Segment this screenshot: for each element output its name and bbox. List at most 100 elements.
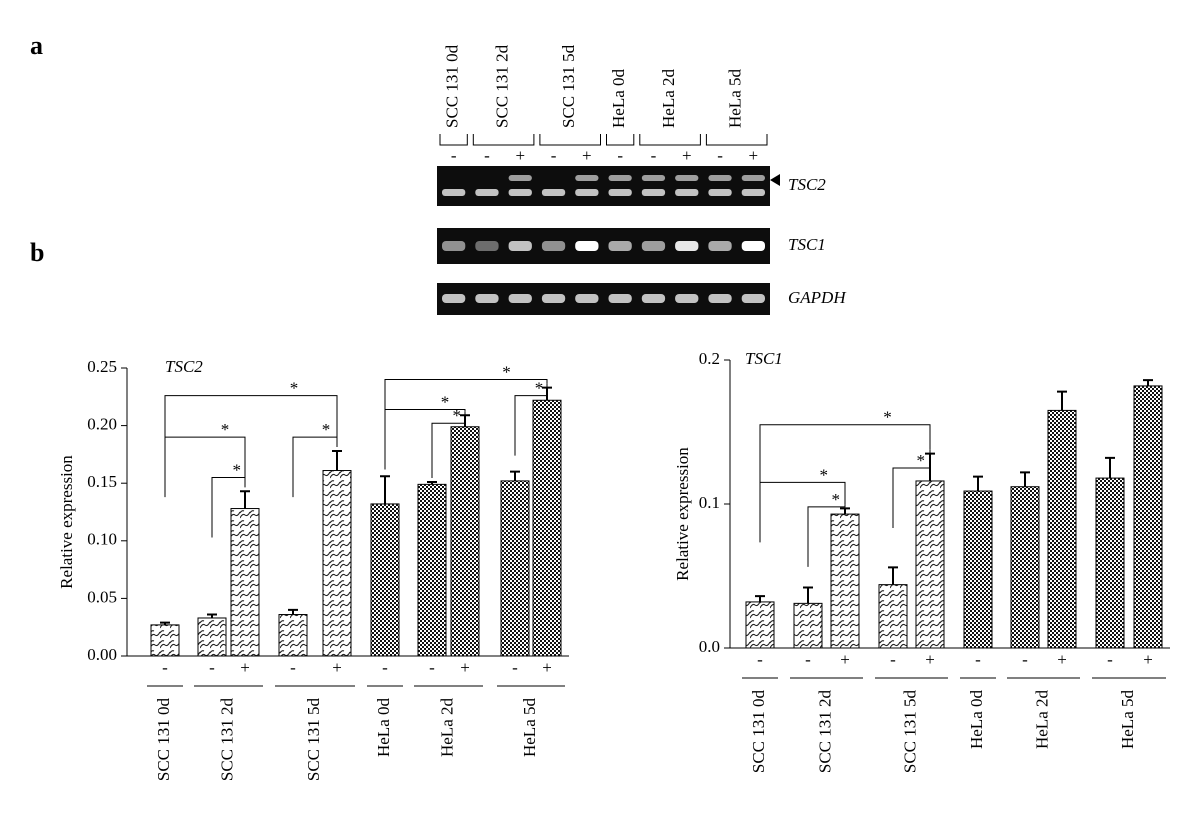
group-label: HeLa 5d: [1118, 690, 1137, 750]
error-bar: [240, 490, 250, 509]
bar-sign: -: [757, 650, 763, 669]
y-tick-label: 0.25: [87, 357, 117, 376]
bar: [322, 470, 352, 657]
error-bar: [973, 475, 983, 492]
band-arrow: [770, 174, 780, 186]
error-bar: [510, 470, 520, 481]
band: [508, 175, 532, 181]
significance-star: *: [535, 379, 544, 398]
bar-sign: -: [805, 650, 811, 669]
group-label: HeLa 0d: [967, 690, 986, 750]
y-tick-label: 0.00: [87, 645, 117, 664]
band: [675, 175, 699, 181]
significance-bracket: [431, 411, 466, 479]
band: [442, 189, 466, 196]
bar-sign: +: [460, 658, 470, 677]
lane-sign: +: [515, 146, 525, 165]
significance-star: *: [453, 406, 462, 425]
significance-bracket: [759, 424, 931, 485]
y-tick-label: 0.15: [87, 472, 117, 491]
y-axis-label: Relative expression: [673, 447, 692, 581]
group-label: SCC 131 0d: [749, 690, 768, 774]
error-bar: [288, 608, 298, 615]
lane-sign: -: [617, 146, 623, 165]
bar: [793, 602, 823, 649]
band: [508, 294, 532, 303]
y-axis-label: Relative expression: [57, 455, 76, 589]
bar-sign: -: [429, 658, 435, 677]
band: [442, 294, 466, 303]
lane-sign: +: [749, 146, 759, 165]
band: [675, 241, 699, 251]
error-bar: [207, 613, 217, 618]
band: [741, 175, 765, 181]
lane-group-label: SCC 131 5d: [559, 44, 578, 128]
group-label: SCC 131 2d: [815, 690, 834, 774]
lane-group-label: HeLa 2d: [659, 68, 678, 128]
group-label: HeLa 2d: [1032, 690, 1051, 750]
lane-group-label: SCC 131 0d: [443, 44, 462, 128]
significance-bracket: [211, 476, 246, 538]
lane-bracket: [539, 134, 601, 146]
bar-sign: -: [1022, 650, 1028, 669]
error-bar: [755, 595, 765, 602]
gene-label: TSC1: [788, 235, 826, 254]
gel-strip: [437, 166, 770, 206]
band: [741, 189, 765, 196]
band: [575, 189, 599, 196]
band: [475, 294, 499, 303]
lane-sign: +: [682, 146, 692, 165]
bar: [278, 614, 308, 657]
band: [641, 241, 666, 251]
band: [608, 189, 632, 196]
band: [541, 294, 566, 303]
lane-sign: -: [551, 146, 557, 165]
bar: [915, 480, 945, 649]
error-bar: [840, 507, 850, 515]
group-label: HeLa 0d: [374, 698, 393, 758]
significance-star: *: [502, 362, 511, 381]
band: [741, 294, 765, 303]
error-bar: [1020, 471, 1030, 487]
band: [675, 189, 699, 196]
error-bar: [427, 481, 437, 485]
bar: [878, 584, 908, 649]
bar-sign: +: [840, 650, 850, 669]
bar: [150, 624, 180, 657]
lane-bracket: [705, 134, 768, 146]
bar: [450, 426, 480, 657]
significance-star: *: [832, 490, 841, 509]
bar-sign: +: [1143, 650, 1153, 669]
lane-bracket: [639, 134, 701, 146]
lane-bracket: [606, 134, 635, 146]
y-tick-label: 0.10: [87, 530, 117, 549]
bar: [500, 480, 530, 657]
band: [575, 241, 599, 251]
lane-group-label: HeLa 5d: [726, 68, 745, 128]
group-label: HeLa 5d: [520, 698, 539, 758]
band: [741, 241, 765, 251]
lane-sign: -: [484, 146, 490, 165]
lane-bracket: [472, 134, 535, 146]
bar-sign: -: [290, 658, 296, 677]
group-label: SCC 131 0d: [154, 698, 173, 782]
bar: [963, 490, 993, 649]
bar-sign: -: [209, 658, 215, 677]
band: [708, 189, 732, 196]
chart-title: TSC1: [745, 349, 783, 368]
band: [575, 294, 599, 303]
band: [442, 241, 466, 251]
y-tick-label: 0.2: [699, 349, 720, 368]
band: [508, 241, 532, 251]
band: [641, 294, 666, 303]
band: [641, 189, 666, 196]
y-tick-label: 0.0: [699, 637, 720, 656]
band: [708, 294, 732, 303]
error-bar: [160, 621, 170, 625]
error-bar: [888, 566, 898, 585]
bar: [830, 513, 860, 649]
lane-sign: -: [717, 146, 723, 165]
band: [708, 241, 732, 251]
band: [608, 294, 632, 303]
